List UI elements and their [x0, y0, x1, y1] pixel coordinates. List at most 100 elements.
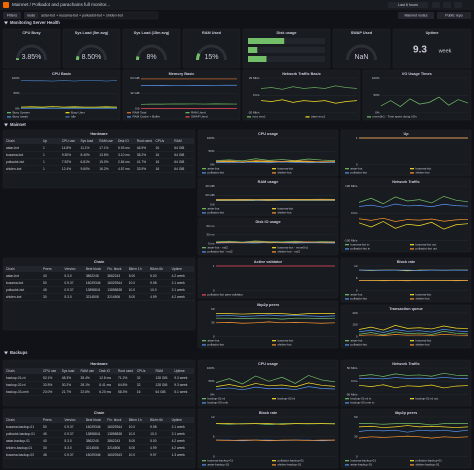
column-header[interactable]: Blk/m 1h: [129, 418, 142, 422]
legend-swatch[interactable]: [345, 464, 349, 466]
logo[interactable]: [3, 2, 9, 8]
legend-label[interactable]: kusama-backup-01: [351, 458, 377, 462]
legend-swatch[interactable]: [202, 212, 206, 214]
time-picker[interactable]: [388, 2, 428, 8]
column-header[interactable]: Version: [64, 267, 75, 271]
column-header[interactable]: Chain: [6, 139, 15, 143]
link-label[interactable]: Mainnet nodes: [405, 14, 428, 18]
legend-swatch[interactable]: [127, 112, 131, 114]
legend-swatch[interactable]: [202, 294, 206, 296]
column-header[interactable]: Uptime: [174, 369, 185, 373]
legend-label[interactable]: astar-bot: [351, 338, 363, 342]
legend-label[interactable]: Busy System: [13, 110, 31, 114]
legend-label[interactable]: SWAP Used: [191, 115, 208, 119]
time-range[interactable]: Last 6 hours: [398, 3, 418, 7]
column-header[interactable]: Disk IO: [118, 139, 129, 143]
legend-label[interactable]: astar-bot: [351, 166, 363, 170]
legend-swatch[interactable]: [345, 340, 349, 342]
legend-label[interactable]: backup-02-rd: [278, 396, 296, 400]
legend-label[interactable]: backup-01-rd: [208, 396, 226, 400]
legend-label[interactable]: astar-bot: [351, 292, 363, 296]
legend-swatch[interactable]: [305, 116, 310, 118]
legend-swatch[interactable]: [202, 402, 206, 404]
legend-swatch[interactable]: [202, 247, 206, 249]
column-header[interactable]: Chain: [6, 418, 15, 422]
column-header[interactable]: Sys load: [62, 369, 75, 373]
column-header[interactable]: Uptime: [172, 267, 183, 271]
column-header[interactable]: Up: [43, 139, 47, 143]
legend-swatch[interactable]: [345, 248, 349, 250]
legend-swatch[interactable]: [345, 344, 349, 346]
legend-swatch[interactable]: [127, 116, 131, 118]
column-header[interactable]: CPUs: [156, 139, 165, 143]
legend-label[interactable]: polkadot-bot: [208, 343, 225, 347]
legend-label[interactable]: RAM Cache + Buffer: [133, 115, 161, 119]
legend-swatch[interactable]: [272, 172, 276, 174]
section-title[interactable]: Monitoring Server Health: [10, 20, 60, 25]
legend-label[interactable]: polkadot-bot para validator: [208, 293, 244, 297]
filters-label[interactable]: Filters: [7, 14, 17, 18]
legend-label[interactable]: polkadot-bot in: [351, 247, 371, 251]
legend-label[interactable]: kusama-bot: [278, 166, 294, 170]
view-button[interactable]: [454, 2, 462, 8]
legend-swatch[interactable]: [202, 340, 206, 342]
legend-label[interactable]: backup-01-rd in: [351, 396, 372, 400]
legend-label[interactable]: astar-backup-01: [208, 463, 230, 467]
legend-swatch[interactable]: [345, 244, 349, 246]
legend-label[interactable]: polkadot-bot: [208, 171, 225, 175]
legend-label[interactable]: astar-bot - md2: [208, 245, 229, 249]
column-header[interactable]: Peers: [43, 418, 52, 422]
section-chevron[interactable]: [4, 21, 8, 25]
link-button[interactable]: [437, 12, 471, 19]
legend-swatch[interactable]: [202, 208, 206, 210]
legend-swatch[interactable]: [410, 172, 414, 174]
legend-label[interactable]: backup-01-rd out: [416, 396, 439, 400]
link-label[interactable]: Public repo: [445, 14, 463, 18]
legend-swatch[interactable]: [202, 464, 206, 466]
legend-label[interactable]: backup-03-cmh: [208, 401, 229, 405]
column-header[interactable]: Fin. block: [107, 267, 121, 271]
legend-label[interactable]: Busy User: [71, 110, 85, 114]
legend-label[interactable]: kusama-backup-01: [208, 458, 234, 462]
legend-label[interactable]: recv eno1: [253, 115, 267, 119]
legend-label[interactable]: polkadot-bot: [351, 297, 368, 301]
legend-swatch[interactable]: [272, 247, 276, 249]
legend-swatch[interactable]: [345, 402, 349, 404]
column-header[interactable]: CPU use: [62, 139, 75, 143]
zoom-button[interactable]: [432, 2, 440, 8]
legend-label[interactable]: shiden-bot: [416, 171, 430, 175]
column-header[interactable]: Root used: [137, 139, 152, 143]
legend-swatch[interactable]: [185, 112, 190, 114]
section-title[interactable]: Mainnet: [10, 122, 26, 127]
legend-swatch[interactable]: [345, 460, 349, 462]
legend-swatch[interactable]: [410, 460, 414, 462]
legend-swatch[interactable]: [185, 116, 190, 118]
legend-label[interactable]: kusama-bot: [416, 338, 432, 342]
legend-swatch[interactable]: [410, 344, 414, 346]
legend-label[interactable]: polkadot-bot - md2: [208, 250, 233, 254]
variable-value[interactable]: astar-bot + kusama-bot + polkadot-bot + …: [41, 14, 123, 18]
legend-label[interactable]: kusama-bot: [416, 166, 432, 170]
legend-label[interactable]: shiden-backup-01: [278, 463, 302, 467]
column-header[interactable]: Chain: [6, 267, 15, 271]
column-header[interactable]: Peers: [43, 267, 52, 271]
legend-label[interactable]: polkadot-bot: [208, 211, 225, 215]
section-title[interactable]: Backups: [10, 350, 28, 355]
column-header[interactable]: Fin. block: [107, 418, 121, 422]
legend-swatch[interactable]: [410, 244, 414, 246]
legend-label[interactable]: Idle: [71, 115, 76, 119]
legend-label[interactable]: polkadot-bot out: [416, 247, 438, 251]
legend-swatch[interactable]: [345, 168, 349, 170]
column-header[interactable]: CPUs: [137, 369, 146, 373]
legend-swatch[interactable]: [345, 172, 349, 174]
legend-label[interactable]: astar-bot: [208, 166, 220, 170]
column-header[interactable]: Uptime: [172, 418, 183, 422]
legend-label[interactable]: astar-bot: [208, 206, 220, 210]
section-chevron[interactable]: [4, 351, 8, 355]
column-header[interactable]: Root used: [118, 369, 133, 373]
legend-label[interactable]: shiden-backup-01: [416, 463, 440, 467]
column-header[interactable]: RAM: [174, 139, 182, 143]
legend-swatch[interactable]: [410, 464, 414, 466]
legend-label[interactable]: shiden-bot: [278, 171, 292, 175]
filters-button[interactable]: [3, 12, 21, 19]
